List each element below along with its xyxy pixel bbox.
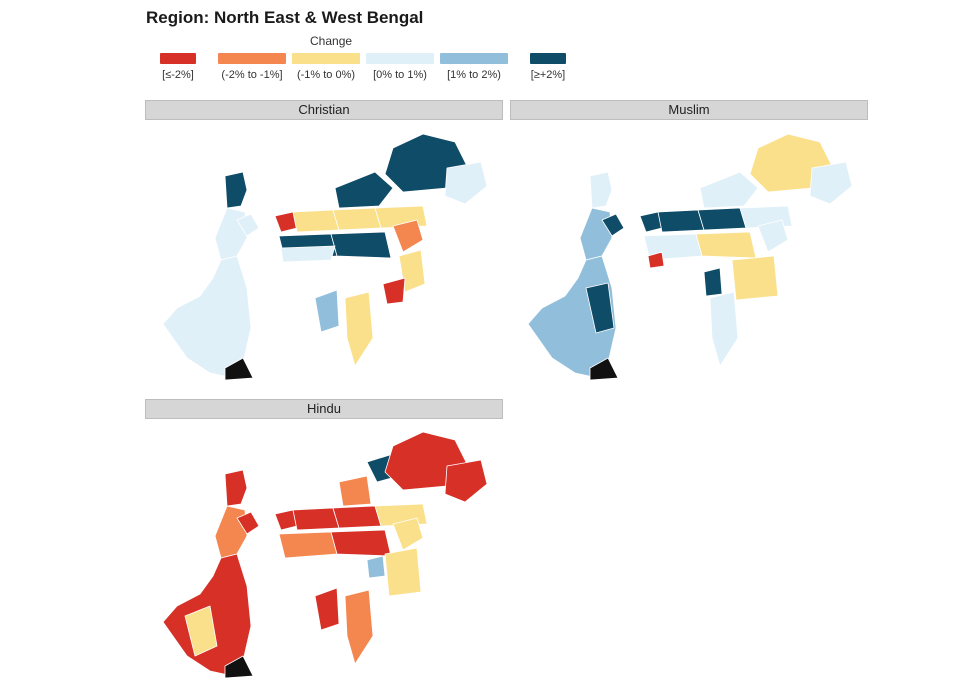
region-mizoram [344,589,374,665]
legend-label: [0% to 1%) [373,69,427,81]
region-assam-mid [332,505,382,529]
legend-swatch [160,53,196,64]
legend-swatch [292,53,360,64]
region-sundarbans [224,655,254,679]
legend-title: Change [310,34,353,48]
legend-item: [0% to 1%) [366,53,434,81]
legend-item: (-1% to 0%) [292,53,360,81]
chart-title: Region: North East & West Bengal [146,8,424,27]
region-sundarbans [224,357,254,381]
region-westbengal-north [224,469,248,507]
region-manipur [384,547,422,597]
region-nagaland [757,219,789,253]
legend-item: [1% to 2%) [440,53,508,81]
region-assam-mid [697,207,747,231]
legend-label: (-2% to -1%] [221,69,283,81]
region-assam-south2 [695,231,757,259]
region-assam-south2 [330,529,392,557]
region-westbengal-mid [214,505,248,559]
region-tripura [703,267,723,297]
legend-item: (-2% to -1%] [218,53,286,81]
region-arunachal-west [699,171,759,209]
region-mizoram [344,291,374,367]
region-arunachal-east [809,161,853,205]
region-assam-westmid [292,209,340,233]
region-sikkim [236,511,260,535]
legend-swatch [440,53,508,64]
region-tripura [314,289,340,333]
region-westbengal-south [162,255,252,379]
map-svg [162,431,488,679]
region-westbengal-southwest [184,605,218,657]
legend-label: (-1% to 0%) [296,69,356,81]
facet-strip-christian: Christian [145,100,503,120]
region-arunachal-south [338,475,372,507]
region-arunachal-east [444,161,488,205]
region-westbengal-mid [214,207,248,261]
region-westbengal-north [224,171,248,209]
facet-strip-hindu: Hindu [145,399,503,419]
legend-swatch [530,53,566,64]
region-assam-westmid [657,209,705,233]
region-manipur-red [382,277,406,305]
facet-strip-muslim: Muslim [510,100,868,120]
region-barak [366,555,386,579]
region-sikkim [601,213,625,237]
region-manipur [731,255,779,301]
region-assam-westmid [292,507,340,531]
map-christian [155,128,495,383]
region-westbengal-mid [579,207,613,261]
legend-swatch [366,53,434,64]
map-hindu [155,426,495,681]
legend: [≤-2%] (-2% to -1%] (-1% to 0%) [0% to 1… [144,53,582,81]
legend-swatch [218,53,286,64]
region-nagaland [392,219,424,253]
region-assam-red [647,251,665,269]
legend-label: [1% to 2%) [447,69,501,81]
map-svg [162,133,488,381]
region-westbengal-southeast [585,282,615,334]
region-arunachal-east [444,459,488,503]
legend-label: [≤-2%] [162,69,194,81]
region-sikkim [236,213,260,237]
region-tripura [314,587,340,631]
region-meghalaya [280,245,336,263]
region-mizoram [709,291,739,367]
legend-item: [≥+2%] [514,53,582,81]
map-muslim [520,128,860,383]
region-sundarbans [589,357,619,381]
region-assam-south2 [330,231,392,259]
region-assam-south [278,531,338,559]
legend-label: [≥+2%] [530,69,566,81]
map-svg [527,133,853,381]
region-assam-mid [332,207,382,231]
legend-item: [≤-2%] [144,53,212,81]
region-westbengal-north [589,171,613,209]
region-arunachal-west [334,171,394,209]
region-nagaland [392,517,424,551]
